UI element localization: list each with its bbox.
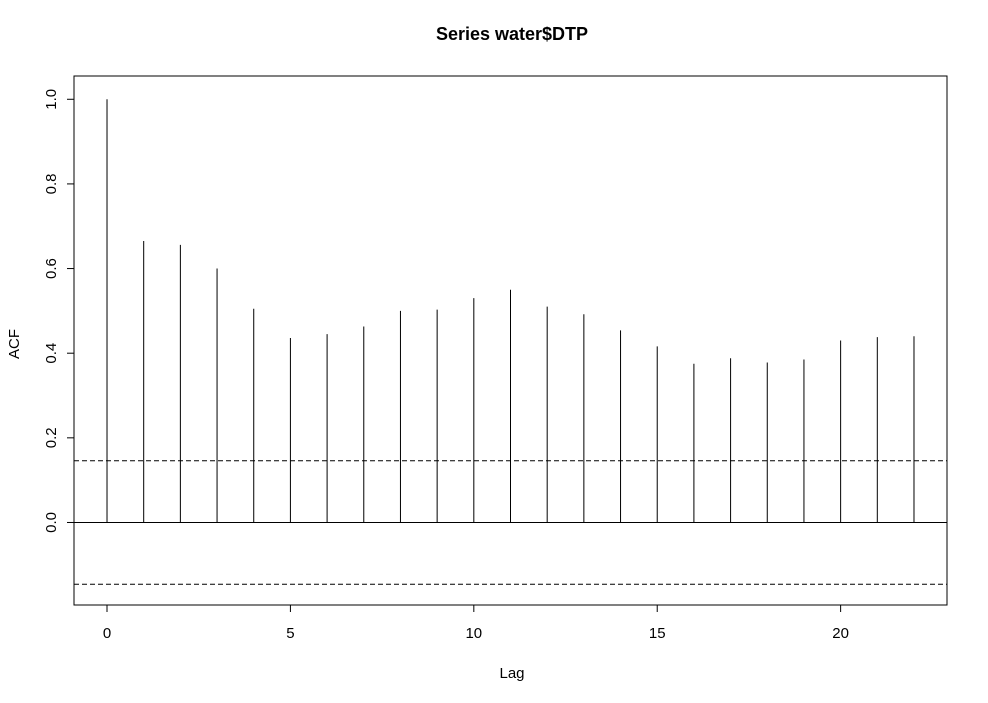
y-tick-label: 0.2 — [43, 427, 60, 448]
y-tick-label: 0.6 — [43, 258, 60, 279]
y-axis-label: ACF — [6, 329, 23, 359]
chart-title: Series water$DTP — [436, 24, 588, 44]
x-tick-label: 15 — [649, 625, 666, 642]
y-tick-label: 0.8 — [43, 173, 60, 194]
x-tick-label: 20 — [832, 625, 849, 642]
x-tick-label: 0 — [103, 625, 111, 642]
x-axis: 0 5 10 15 20 — [103, 605, 849, 642]
acf-spikes — [106, 99, 915, 523]
plot-frame — [73, 75, 948, 606]
y-tick-label: 1.0 — [43, 89, 60, 110]
x-axis-label: Lag — [499, 665, 524, 682]
y-tick-label: 0.0 — [43, 512, 60, 533]
y-axis: 0.0 0.2 0.4 0.6 0.8 1.0 — [43, 89, 74, 533]
y-tick-label: 0.4 — [43, 343, 60, 364]
x-tick-label: 5 — [286, 625, 294, 642]
x-tick-label: 10 — [465, 625, 482, 642]
